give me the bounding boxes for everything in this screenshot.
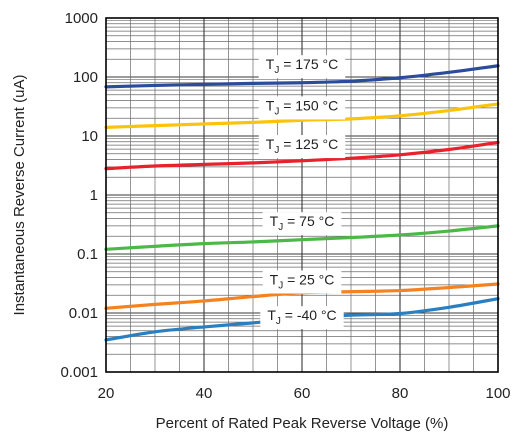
series-label-rest: = -40 °C — [281, 307, 337, 323]
x-axis-title: Percent of Rated Peak Reverse Voltage (%… — [156, 415, 449, 432]
series-label-box — [262, 212, 342, 236]
series-label-box — [258, 135, 346, 159]
series-label-rest: = 150 °C — [279, 97, 338, 113]
series-label-main: T — [266, 56, 275, 72]
y-tick-label: 100 — [73, 69, 98, 86]
y-tick-label: 1000 — [65, 10, 98, 27]
series-label-box — [258, 96, 346, 120]
series-label-main: T — [267, 307, 276, 323]
series-label-main: T — [266, 97, 275, 113]
series-label-rest: = 175 °C — [279, 56, 338, 72]
series-label-text: TJ = 125 °C — [266, 136, 338, 156]
series-label-text: TJ = 25 °C — [270, 271, 335, 291]
series-label-box — [258, 55, 346, 79]
y-tick-labels: 0.001 0.01 0.1 1 10 100 1000 — [60, 10, 98, 381]
series-label-subscript: J — [278, 280, 283, 291]
series-label-rest: = 125 °C — [279, 136, 338, 152]
plot-frame — [105, 17, 499, 373]
series-label: TJ = 175 °C — [258, 55, 346, 79]
y-tick-label: 0.1 — [77, 246, 98, 263]
x-tick-label: 100 — [485, 385, 510, 402]
series-label-text: TJ = -40 °C — [267, 307, 336, 327]
x-tick-label: 20 — [98, 385, 115, 402]
series-label-subscript: J — [274, 106, 279, 117]
series-line — [104, 224, 500, 251]
series-label: TJ = 125 °C — [258, 135, 346, 159]
series-label-box — [262, 270, 342, 294]
series-label: TJ = -40 °C — [260, 306, 344, 330]
series-label-rest: = 75 °C — [283, 213, 334, 229]
series-label-subscript: J — [274, 145, 279, 156]
series-label-subscript: J — [276, 316, 281, 327]
series-label-text: TJ = 150 °C — [266, 97, 338, 117]
series-label-rest: = 25 °C — [283, 271, 334, 287]
y-axis-title: Instantaneous Reverse Current (uA) — [11, 75, 28, 316]
x-tick-label: 60 — [294, 385, 311, 402]
y-tick-label: 1 — [90, 187, 98, 204]
series-label: TJ = 150 °C — [258, 96, 346, 120]
series-label-text: TJ = 75 °C — [270, 213, 335, 233]
y-tick-label: 0.01 — [69, 305, 98, 322]
x-tick-label: 80 — [392, 385, 409, 402]
y-tick-label: 0.001 — [60, 364, 98, 381]
x-tick-labels: 20 40 60 80 100 — [98, 385, 511, 402]
series-label-text: TJ = 175 °C — [266, 56, 338, 76]
series-label-box — [260, 306, 344, 330]
series-label-main: T — [270, 271, 279, 287]
series-label-main: T — [266, 136, 275, 152]
series-label-subscript: J — [278, 222, 283, 233]
x-tick-label: 40 — [196, 385, 213, 402]
series-label: TJ = 75 °C — [262, 212, 342, 236]
series-label-subscript: J — [274, 65, 279, 76]
series-label: TJ = 25 °C — [262, 270, 342, 294]
series-label-main: T — [270, 213, 279, 229]
series-line — [104, 64, 500, 89]
y-tick-label: 10 — [81, 128, 98, 145]
series-line — [104, 102, 500, 129]
series-labels: TJ = 175 °CTJ = 150 °CTJ = 125 °CTJ = 75… — [258, 55, 346, 330]
series-line — [104, 140, 500, 171]
